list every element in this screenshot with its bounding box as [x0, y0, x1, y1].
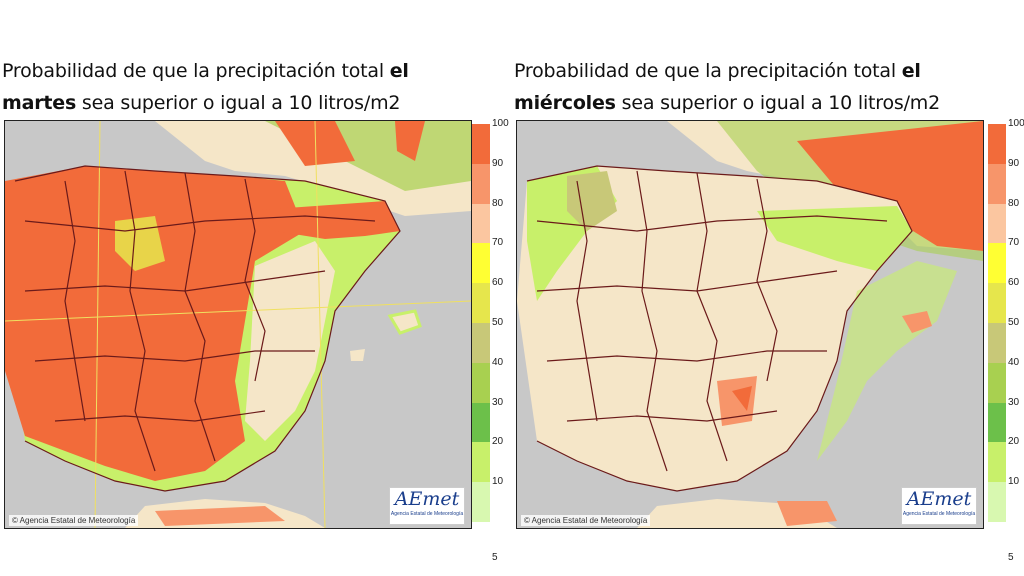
probability-legend-martes: 100 90 80 70 60 50 40 30 20 10 5 — [472, 118, 509, 563]
map-graphic-miercoles — [517, 121, 983, 528]
aemet-logo: AEmet Agencia Estatal de Meteorología — [901, 487, 977, 525]
legend-tick-label: 50 — [492, 317, 504, 328]
legend-color-band — [988, 482, 1006, 522]
legend-color-band — [472, 442, 490, 483]
map-graphic-martes — [5, 121, 471, 528]
legend-tick-label: 20 — [1008, 436, 1020, 448]
legend-color-band — [472, 402, 490, 443]
panel-miercoles: Probabilidad de que la precipitación tot… — [512, 0, 1024, 576]
legend-tick-label: 5 — [492, 551, 498, 563]
legend-color-band — [988, 402, 1006, 443]
legend-tick-label: 100 — [1008, 118, 1024, 129]
probability-legend-miercoles: 100 90 80 70 60 50 40 30 20 10 5 — [988, 118, 1024, 563]
legend-color-band — [988, 323, 1006, 363]
legend-tick-label: 10 — [492, 476, 504, 488]
legend-color-band — [988, 362, 1006, 403]
legend-color-band — [472, 243, 490, 284]
legend-tick-label: 70 — [492, 237, 504, 249]
legend-color-band — [472, 323, 490, 363]
legend-color-band — [988, 124, 1006, 164]
legend-tick-label: 70 — [1008, 237, 1020, 249]
legend-color-band — [472, 203, 490, 244]
legend-color-band — [472, 124, 490, 164]
legend-tick-label: 100 — [492, 118, 509, 129]
copyright-label: © Agencia Estatal de Meteorología — [521, 515, 651, 526]
legend-tick-label: 60 — [492, 277, 504, 289]
legend-tick-label: 80 — [1008, 197, 1020, 209]
legend-color-band — [472, 362, 490, 403]
legend-color-band — [988, 442, 1006, 483]
probability-map-miercoles: © Agencia Estatal de Meteorología AEmet … — [516, 120, 984, 529]
legend-tick-label: 5 — [1008, 551, 1014, 563]
legend-color-band — [472, 482, 490, 522]
aemet-logo: AEmet Agencia Estatal de Meteorología — [389, 487, 465, 525]
legend-tick-label: 80 — [492, 197, 504, 209]
legend-color-band — [988, 243, 1006, 284]
legend-tick-label: 60 — [1008, 277, 1020, 289]
legend-tick-label: 20 — [492, 436, 504, 448]
probability-map-martes: © Agencia Estatal de Meteorología AEmet … — [4, 120, 472, 529]
legend-tick-label: 90 — [1008, 157, 1020, 169]
legend-tick-label: 40 — [1008, 356, 1020, 368]
legend-color-band — [988, 163, 1006, 204]
legend-tick-label: 30 — [492, 396, 504, 408]
map-title-martes: Probabilidad de que la precipitación tot… — [2, 60, 409, 114]
map-title-miercoles: Probabilidad de que la precipitación tot… — [514, 60, 940, 114]
panel-martes: Probabilidad de que la precipitación tot… — [2, 60, 509, 563]
legend-tick-label: 10 — [1008, 476, 1020, 488]
legend-color-band — [472, 283, 490, 323]
legend-color-band — [472, 163, 490, 204]
legend-color-band — [988, 283, 1006, 323]
legend-tick-label: 40 — [492, 356, 504, 368]
legend-tick-label: 30 — [1008, 396, 1020, 408]
copyright-label: © Agencia Estatal de Meteorología — [9, 515, 139, 526]
legend-color-band — [988, 203, 1006, 244]
legend-tick-label: 90 — [492, 157, 504, 169]
legend-tick-label: 50 — [1008, 317, 1020, 328]
